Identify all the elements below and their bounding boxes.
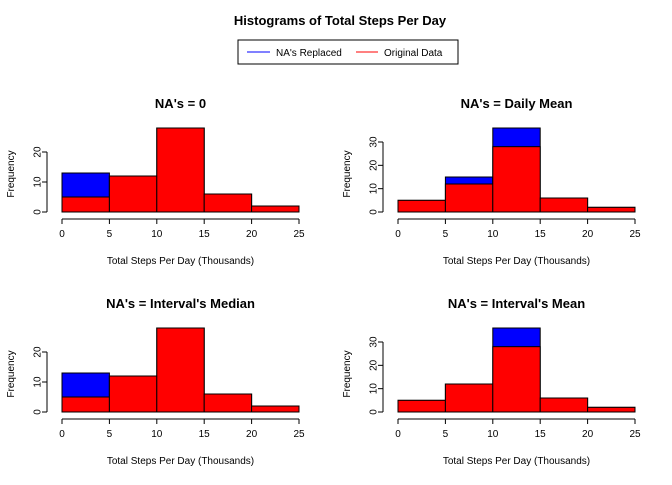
- x-tick-label: 25: [629, 429, 641, 440]
- x-tick-label: 25: [293, 429, 305, 440]
- y-tick-label: 20: [369, 159, 380, 171]
- x-tick-label: 5: [443, 229, 449, 240]
- bar-original-bin-2: [108, 175, 158, 213]
- x-tick-label: 15: [535, 229, 547, 240]
- y-tick-label: 30: [369, 336, 380, 348]
- y-tick-label: 0: [369, 409, 380, 415]
- x-axis-title: Total Steps Per Day (Thousands): [443, 456, 590, 467]
- y-tick-label: 10: [33, 176, 44, 188]
- panel-title: NA's = Interval's Mean: [448, 296, 585, 311]
- y-tick-label: 0: [33, 209, 44, 215]
- bar-original-bin-1: [397, 199, 446, 213]
- x-tick-label: 10: [151, 429, 163, 440]
- x-tick-label: 0: [395, 229, 401, 240]
- x-tick-label: 15: [535, 429, 547, 440]
- histogram-panel-1: NA's = 0 0 5 10 15 20 25 0 10 20 Total Steps Per D…: [6, 96, 305, 267]
- x-tick-label: 15: [199, 429, 211, 440]
- panel-title: NA's = 0: [155, 96, 206, 111]
- y-axis-title: Frequency: [6, 350, 17, 397]
- histogram-panel-4: NA's = Interval's Mean 0 5 10 15 20 25 0 10 20 30 T…: [342, 296, 641, 467]
- y-axis-title: Frequency: [6, 150, 17, 197]
- y-axis-title: Frequency: [342, 350, 353, 397]
- y-tick-label: 30: [369, 136, 380, 148]
- histogram-panel-2: NA's = Daily Mean 0 5 10 15 20 25 0 10 20 30 Total …: [342, 96, 641, 267]
- x-tick-label: 10: [151, 229, 163, 240]
- x-tick-label: 25: [629, 229, 641, 240]
- bar-original-bin-5: [251, 405, 300, 413]
- x-tick-label: 0: [59, 429, 65, 440]
- x-axis-title: Total Steps Per Day (Thousands): [107, 456, 254, 467]
- bar-original-bin-3: [156, 127, 205, 213]
- x-tick-label: 20: [246, 229, 258, 240]
- bar-original-bin-1: [397, 399, 446, 413]
- y-tick-label: 10: [33, 376, 44, 388]
- x-tick-label: 5: [107, 429, 113, 440]
- legend-label-original: Original Data: [384, 48, 443, 59]
- y-tick-label: 0: [369, 209, 380, 215]
- bar-original-bin-4: [539, 397, 589, 413]
- y-tick-label: 20: [33, 346, 44, 358]
- bar-original-bin-4: [539, 197, 589, 213]
- bar-original-bin-1: [61, 396, 110, 413]
- x-tick-label: 20: [582, 429, 594, 440]
- legend-label-replaced: NA's Replaced: [276, 48, 342, 59]
- x-tick-label: 0: [59, 229, 65, 240]
- legend-box: [237, 39, 459, 65]
- bar-original-bin-2: [444, 183, 494, 213]
- x-axis-title: Total Steps Per Day (Thousands): [107, 256, 254, 267]
- bar-original-bin-3: [492, 146, 541, 213]
- x-tick-label: 10: [487, 229, 499, 240]
- histogram-panel-3: NA's = Interval's Median 0 5 10 15 20 25 0 10 20 T…: [6, 296, 305, 467]
- x-tick-label: 20: [246, 429, 258, 440]
- x-tick-label: 10: [487, 429, 499, 440]
- y-tick-label: 20: [33, 146, 44, 158]
- x-tick-label: 5: [107, 229, 113, 240]
- panel-title: NA's = Daily Mean: [461, 96, 573, 111]
- bar-original-bin-5: [587, 406, 636, 413]
- bar-original-bin-2: [444, 383, 494, 413]
- figure-title: Histograms of Total Steps Per Day: [234, 13, 447, 28]
- x-tick-label: 5: [443, 429, 449, 440]
- bar-original-bin-4: [203, 393, 253, 413]
- bar-original-bin-5: [587, 206, 636, 213]
- y-tick-label: 10: [369, 383, 380, 395]
- x-tick-label: 0: [395, 429, 401, 440]
- bar-original-bin-3: [156, 327, 205, 413]
- legend: NA's Replaced Original Data: [237, 39, 459, 65]
- bar-original-bin-3: [492, 346, 541, 413]
- x-tick-label: 15: [199, 229, 211, 240]
- bar-original-bin-1: [61, 196, 110, 213]
- bar-original-bin-5: [251, 205, 300, 213]
- y-tick-label: 20: [369, 359, 380, 371]
- x-tick-label: 20: [582, 229, 594, 240]
- panel-title: NA's = Interval's Median: [106, 296, 255, 311]
- bar-original-bin-2: [108, 375, 158, 413]
- y-axis-title: Frequency: [342, 150, 353, 197]
- y-tick-label: 10: [369, 183, 380, 195]
- x-axis-title: Total Steps Per Day (Thousands): [443, 256, 590, 267]
- bar-original-bin-4: [203, 193, 253, 213]
- x-tick-label: 25: [293, 229, 305, 240]
- y-tick-label: 0: [33, 409, 44, 415]
